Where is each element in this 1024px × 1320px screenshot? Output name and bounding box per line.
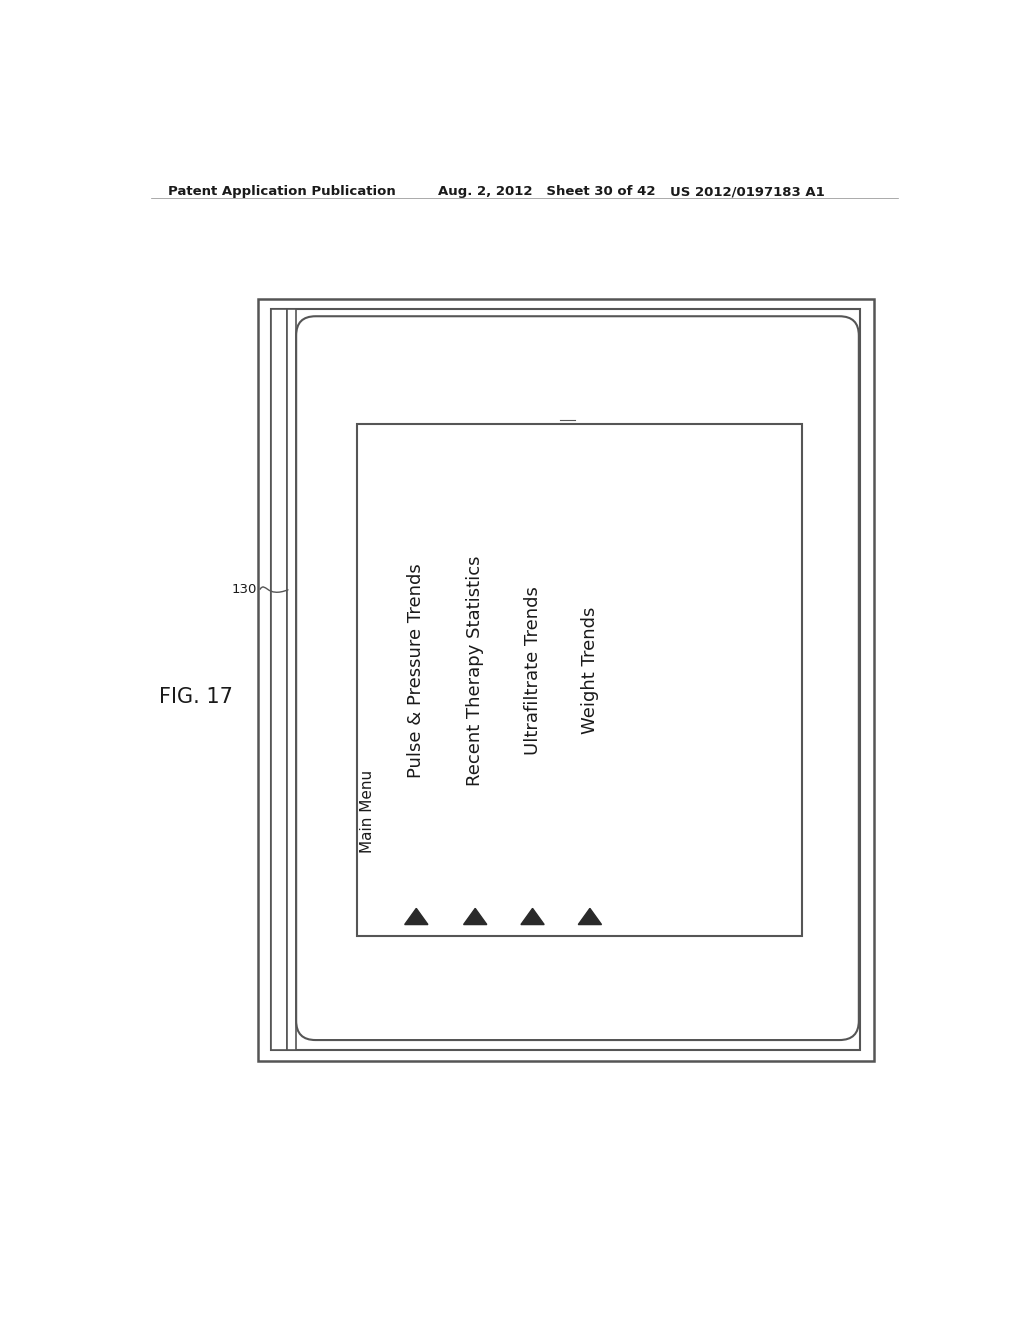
Polygon shape <box>404 908 428 924</box>
Bar <box>356 424 802 936</box>
Bar <box>258 298 874 1061</box>
Polygon shape <box>464 908 486 924</box>
Text: 128: 128 <box>556 407 580 420</box>
Text: Ultrafiltrate Trends: Ultrafiltrate Trends <box>523 586 542 755</box>
Text: Patent Application Publication: Patent Application Publication <box>168 185 396 198</box>
Text: Pulse & Pressure Trends: Pulse & Pressure Trends <box>408 564 425 777</box>
Bar <box>287 309 296 1051</box>
Text: Weight Trends: Weight Trends <box>581 607 599 734</box>
Text: Aug. 2, 2012   Sheet 30 of 42: Aug. 2, 2012 Sheet 30 of 42 <box>438 185 655 198</box>
Bar <box>271 309 860 1051</box>
Text: Recent Therapy Statistics: Recent Therapy Statistics <box>466 556 484 785</box>
Bar <box>271 309 287 1051</box>
Text: FIG. 17: FIG. 17 <box>160 688 233 708</box>
Text: Main Menu: Main Menu <box>360 770 375 853</box>
FancyBboxPatch shape <box>296 317 859 1040</box>
Text: 130: 130 <box>232 583 257 597</box>
Polygon shape <box>579 908 601 924</box>
Polygon shape <box>521 908 544 924</box>
Text: US 2012/0197183 A1: US 2012/0197183 A1 <box>671 185 825 198</box>
